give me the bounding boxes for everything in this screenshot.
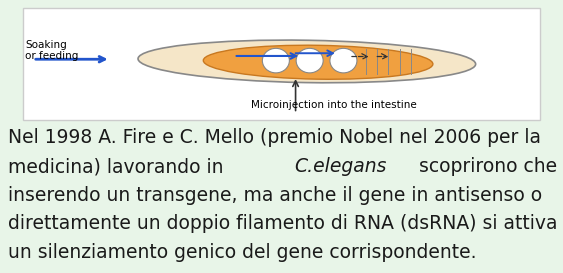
Ellipse shape (330, 48, 357, 73)
Ellipse shape (203, 45, 433, 79)
Text: C.elegans: C.elegans (294, 157, 387, 176)
Text: Soaking
or feeding: Soaking or feeding (25, 40, 79, 61)
Ellipse shape (138, 40, 476, 83)
Text: Microinjection into the intestine: Microinjection into the intestine (251, 100, 416, 110)
Text: direttamente un doppio filamento di RNA (dsRNA) si attiva: direttamente un doppio filamento di RNA … (8, 214, 558, 233)
Text: Nel 1998 A. Fire e C. Mello (premio Nobel nel 2006 per la: Nel 1998 A. Fire e C. Mello (premio Nobe… (8, 128, 542, 147)
Text: scoprirono che non solo: scoprirono che non solo (413, 157, 563, 176)
Text: un silenziamento genico del gene corrispondente.: un silenziamento genico del gene corrisp… (8, 243, 477, 262)
Ellipse shape (262, 48, 289, 73)
Text: medicina) lavorando in: medicina) lavorando in (8, 157, 230, 176)
Text: inserendo un transgene, ma anche il gene in antisenso o: inserendo un transgene, ma anche il gene… (8, 186, 543, 205)
Bar (23, 8, 540, 120)
Ellipse shape (296, 48, 323, 73)
